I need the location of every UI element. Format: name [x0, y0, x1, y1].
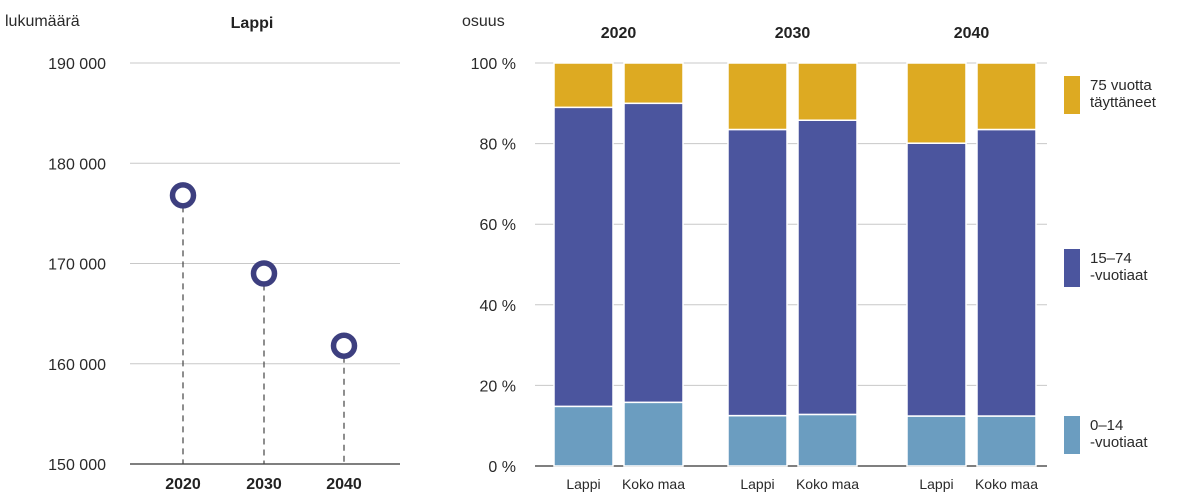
bar-segment — [797, 119, 858, 416]
bar-segment — [727, 62, 788, 131]
legend-label: 15–74 — [1090, 250, 1132, 267]
bar-segment — [553, 106, 614, 408]
bar-segment — [623, 401, 684, 467]
bar-segment — [906, 62, 967, 144]
legend-label: -vuotiaat — [1090, 267, 1148, 284]
right-y-tick-label: 20 % — [480, 378, 516, 395]
right-y-tick-label: 40 % — [480, 298, 516, 315]
left-x-tick-label: 2020 — [165, 476, 201, 493]
legend-swatch — [1064, 416, 1080, 454]
bar-segment — [976, 128, 1037, 417]
group-label: 2040 — [954, 25, 990, 42]
legend-label: täyttäneet — [1090, 94, 1157, 111]
left-chart-title: Lappi — [231, 15, 274, 32]
legend-swatch — [1064, 76, 1080, 114]
right-x-tick-label: Lappi — [566, 476, 600, 492]
group-label: 2030 — [775, 25, 811, 42]
right-y-tick-label: 100 % — [471, 56, 516, 73]
right-x-tick-label: Lappi — [740, 476, 774, 492]
left-dot-chart: lukumäärä Lappi 150 000 160 000 170 000 180… — [5, 13, 400, 493]
bar-segment — [623, 62, 684, 105]
bar-segment — [727, 128, 788, 417]
right-y-tick-label: 80 % — [480, 137, 516, 154]
legend-label: 0–14 — [1090, 417, 1123, 434]
left-y-axis-title: lukumäärä — [5, 13, 80, 30]
left-y-tick-label: 160 000 — [48, 357, 106, 374]
right-stacked-bar-chart: osuus 0 % 20 % 40 % 60 % 80 % 100 % 2020 Lappi… — [462, 13, 1157, 492]
right-y-tick-label: 60 % — [480, 217, 516, 234]
legend-label: -vuotiaat — [1090, 434, 1148, 451]
bar-segment — [553, 405, 614, 467]
right-y-tick-label: 0 % — [488, 459, 516, 476]
right-x-tick-label: Koko maa — [622, 476, 685, 492]
bar-segment — [553, 62, 614, 109]
left-x-tick-label: 2040 — [326, 476, 362, 493]
bar-segment — [797, 413, 858, 467]
bar-segment — [727, 414, 788, 467]
right-x-tick-label: Koko maa — [975, 476, 1038, 492]
left-data-point — [169, 182, 197, 209]
bar-segment — [976, 415, 1037, 467]
left-y-tick-label: 150 000 — [48, 457, 106, 474]
left-x-tick-label: 2030 — [246, 476, 282, 493]
right-y-axis-title: osuus — [462, 13, 505, 30]
bar-segment — [976, 62, 1037, 131]
left-y-tick-label: 170 000 — [48, 257, 106, 274]
right-x-tick-label: Lappi — [919, 476, 953, 492]
bar-segment — [906, 415, 967, 467]
left-y-tick-label: 190 000 — [48, 56, 106, 73]
right-x-tick-label: Koko maa — [796, 476, 859, 492]
bar-segment — [797, 62, 858, 121]
legend-label: 75 vuotta — [1090, 77, 1152, 94]
bar-segment — [623, 102, 684, 404]
group-label: 2020 — [601, 25, 637, 42]
left-data-point — [330, 332, 358, 359]
legend-swatch — [1064, 249, 1080, 287]
left-y-tick-label: 180 000 — [48, 156, 106, 173]
left-data-point — [250, 260, 278, 287]
bar-segment — [906, 142, 967, 417]
legend: 75 vuottatäyttäneet15–74-vuotiaat0–14-vu… — [1064, 76, 1157, 454]
